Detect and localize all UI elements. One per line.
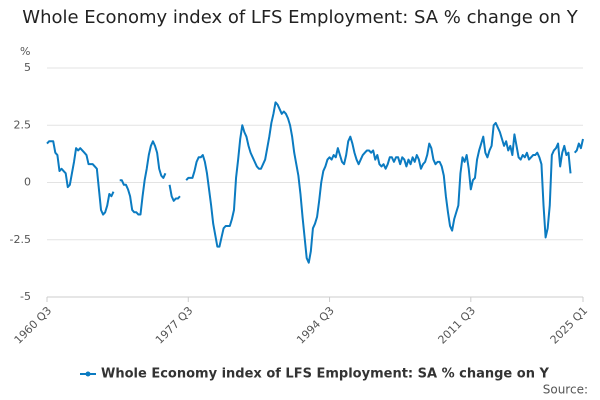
y-tick-label: 2.5	[14, 118, 32, 131]
legend-label: Whole Economy index of LFS Employment: S…	[101, 367, 549, 382]
y-tick-label: -5	[20, 290, 31, 303]
y-tick-label: -2.5	[10, 233, 31, 246]
data-line	[46, 101, 584, 264]
x-tick-label: 1960 Q3	[12, 304, 55, 347]
x-tick-label: 1977 Q3	[153, 304, 196, 347]
y-tick-label: 0	[24, 176, 31, 189]
y-tick-label: 5	[24, 61, 31, 74]
x-tick-label: 1994 Q3	[294, 304, 337, 347]
x-tick-label: 2025 Q1	[548, 304, 591, 347]
chart-title: Whole Economy index of LFS Employment: S…	[22, 7, 578, 28]
source: Source:	[543, 383, 588, 397]
legend-marker	[85, 371, 91, 377]
y-unit: %	[20, 45, 30, 58]
x-tick-label: 2011 Q3	[436, 304, 479, 347]
